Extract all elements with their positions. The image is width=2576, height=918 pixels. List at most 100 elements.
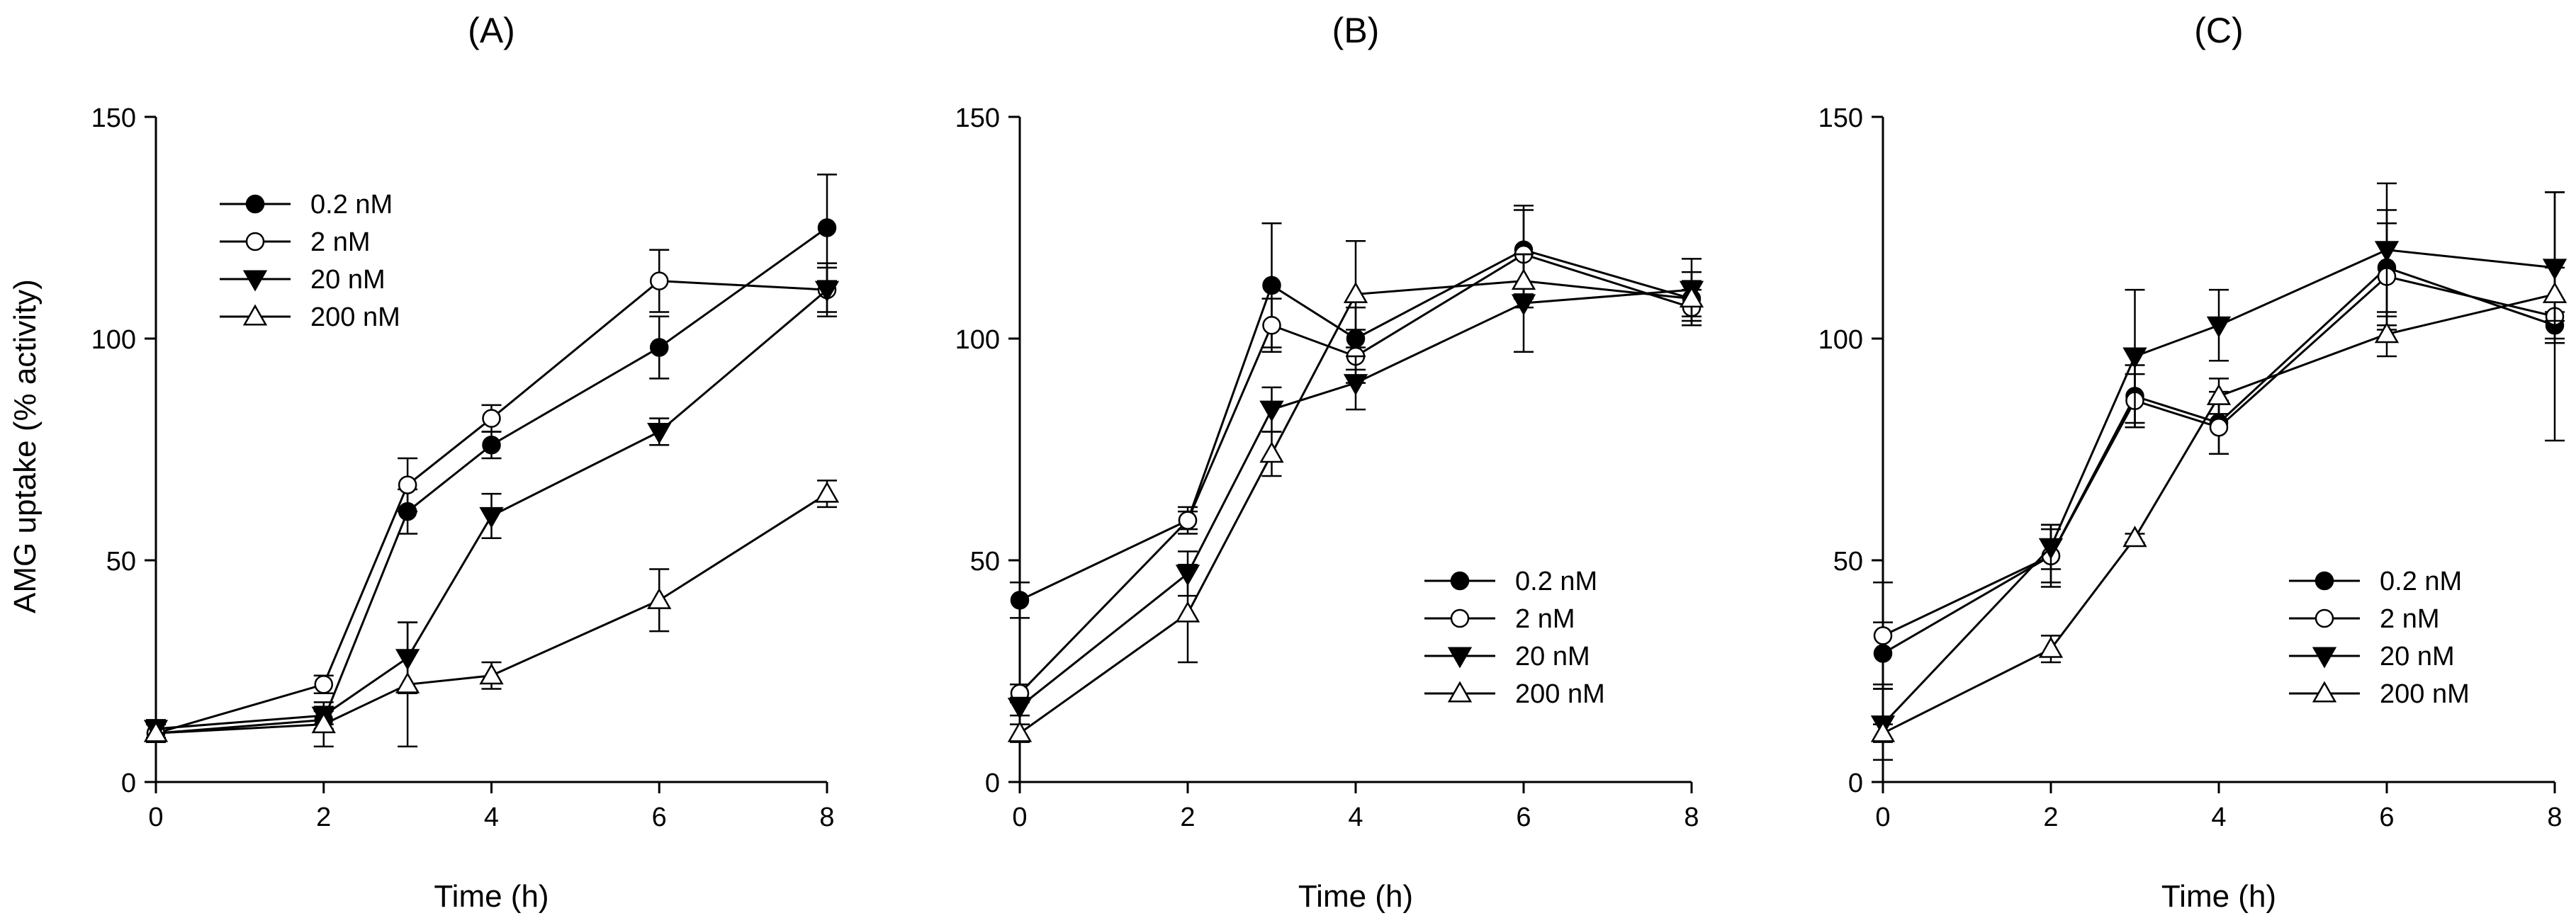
data-point (2038, 538, 2064, 560)
legend-marker (245, 194, 265, 214)
chart-panel-3: (C) 0 50 100 150 0 2 4 6 8 Time (h) 0.2 nM 2 nM 20 nM… (1818, 11, 2567, 914)
data-point (817, 218, 837, 237)
legend-marker (1450, 571, 1470, 591)
data-point (395, 672, 420, 693)
legend-marker (1447, 681, 1473, 703)
data-point (1873, 626, 1893, 645)
data-point (2038, 636, 2064, 658)
legend-marker (1447, 647, 1473, 669)
series-200-nm (1870, 266, 2567, 743)
series-2-nm (1873, 191, 2565, 690)
data-point (650, 271, 669, 290)
y-axis-label: AMG uptake (% activity) (8, 279, 43, 613)
legend-label: 20 nM (1515, 642, 1590, 672)
data-point (1010, 591, 1030, 610)
series-200-nm (1007, 240, 1704, 743)
y-tick-label: 50 (970, 547, 1000, 577)
legend-marker (2315, 608, 2334, 628)
legend-label: 200 nM (2380, 679, 2470, 709)
series-line (155, 492, 828, 735)
series-0-2-nm (146, 174, 837, 743)
series-line (1018, 253, 1692, 694)
y-tick-label: 100 (1818, 325, 1863, 355)
legend-label: 20 nM (2380, 642, 2455, 672)
data-point (482, 435, 501, 455)
y-tick-label: 50 (1833, 547, 1863, 577)
legend-label: 2 nM (310, 227, 370, 257)
data-point (2122, 526, 2147, 548)
y-tick-label: 0 (1848, 769, 1863, 798)
x-axis-label: Time (h) (2161, 879, 2276, 914)
legend: 0.2 nM 2 nM 20 nM 200 nM (2289, 567, 2470, 709)
data-point (1259, 400, 1284, 422)
x-tick-label: 4 (2211, 803, 2226, 832)
series-line (1019, 288, 1692, 708)
data-point (1511, 268, 1536, 290)
legend-marker (2312, 647, 2337, 669)
series-line (1882, 249, 2555, 725)
chart-panel-1: (A) 0 50 100 150 0 2 4 6 8 Time (h) 0.2 nM 2 nM 20 nM… (91, 11, 840, 914)
x-tick-label: 8 (1684, 803, 1699, 832)
legend-label: 2 nM (1515, 604, 1575, 634)
legend-label: 200 nM (310, 302, 400, 332)
series-line (155, 288, 828, 730)
data-point (2206, 383, 2232, 405)
data-point (647, 587, 672, 609)
y-tick-label: 100 (91, 325, 136, 355)
legend: 0.2 nM 2 nM 20 nM 200 nM (1424, 567, 1605, 709)
series-2-nm (1010, 209, 1702, 703)
data-point (479, 663, 504, 685)
y-tick-label: 0 (985, 769, 1000, 798)
x-axis-label: Time (h) (1298, 879, 1413, 914)
panel-title: (A) (468, 11, 515, 50)
data-point (314, 675, 333, 694)
legend-label: 2 nM (2380, 604, 2439, 634)
legend: 0.2 nM 2 nM 20 nM 200 nM (220, 190, 400, 332)
data-point (1679, 286, 1704, 308)
x-tick-label: 2 (2043, 803, 2058, 832)
data-point (650, 338, 669, 357)
legend-marker (245, 232, 265, 251)
panel-title: (B) (1332, 11, 1380, 50)
x-tick-label: 2 (316, 803, 331, 832)
series-line (1882, 293, 2555, 735)
data-point (1870, 720, 1896, 742)
data-point (1262, 315, 1281, 335)
x-tick-label: 8 (819, 803, 834, 832)
series-line (1019, 249, 1692, 601)
legend-marker (2312, 681, 2337, 703)
data-point (1178, 511, 1198, 530)
data-point (1343, 374, 1368, 396)
data-point (1262, 276, 1281, 295)
y-tick-label: 150 (91, 103, 136, 133)
y-tick-label: 150 (955, 103, 1000, 133)
x-axis-label: Time (h) (434, 879, 549, 914)
x-tick-label: 4 (1348, 803, 1363, 832)
legend-label: 0.2 nM (1515, 567, 1597, 596)
x-tick-label: 0 (1875, 803, 1890, 832)
series-200-nm (143, 480, 840, 748)
legend-label: 20 nM (310, 265, 386, 295)
data-point (2209, 417, 2229, 437)
y-tick-label: 50 (106, 547, 136, 577)
data-point (143, 720, 169, 742)
x-tick-label: 6 (2379, 803, 2394, 832)
legend-marker (2315, 571, 2334, 591)
panel-title: (C) (2194, 11, 2243, 50)
x-tick-label: 4 (484, 803, 499, 832)
data-point (2374, 322, 2400, 344)
series-20-nm (1870, 182, 2567, 761)
data-point (2374, 241, 2400, 263)
data-point (1007, 720, 1033, 742)
data-point (814, 280, 840, 302)
data-point (479, 506, 504, 528)
series-line (1882, 266, 2555, 654)
legend-marker (242, 270, 268, 292)
data-point (2122, 347, 2147, 369)
chart-panel-2: (B) 0 50 100 150 0 2 4 6 8 Time (h) 0.2 nM 2 nM 20 nM… (955, 11, 1704, 914)
y-tick-label: 100 (955, 325, 1000, 355)
y-tick-label: 0 (121, 769, 136, 798)
data-point (2206, 316, 2232, 338)
y-tick-label: 150 (1818, 103, 1863, 133)
